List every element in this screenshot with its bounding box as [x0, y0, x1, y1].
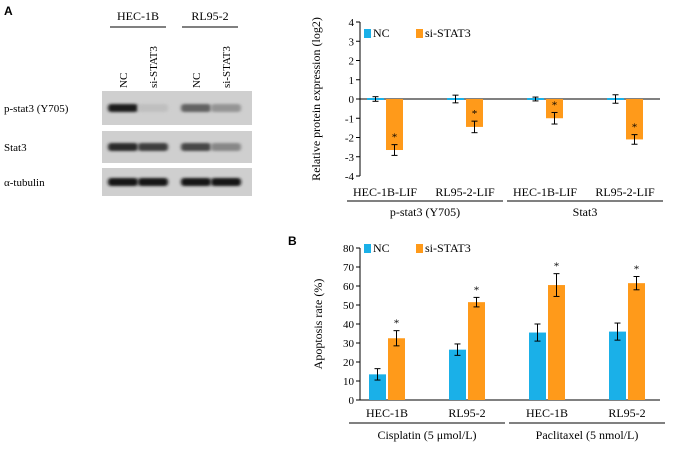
- y-tick-label: 70: [343, 262, 355, 274]
- western-blot: HEC-1B RL95-2 NC si-STAT3 NC si-STAT3 p-sta…: [4, 9, 252, 196]
- blot-lane-label: NC: [191, 73, 203, 88]
- blot-lane-label: si-STAT3: [221, 46, 233, 88]
- x-tick-label: RL95-2: [608, 406, 645, 420]
- panel-label-b: B: [288, 234, 297, 248]
- panel-label-a: A: [4, 4, 13, 18]
- blot-band: [181, 104, 211, 112]
- bar: [466, 99, 483, 127]
- blot-cell-line-label: HEC-1B: [117, 9, 159, 23]
- group-label: p-stat3 (Y705): [390, 205, 460, 219]
- blot-cell-line-label: RL95-2: [191, 9, 228, 23]
- y-tick-label: -4: [345, 171, 355, 183]
- significance-marker: *: [634, 264, 640, 276]
- bar: [369, 374, 386, 400]
- blot-band: [181, 178, 211, 186]
- group-label: Stat3: [573, 205, 598, 219]
- y-tick-label: 20: [343, 357, 355, 369]
- blot-lane-label: NC: [118, 73, 130, 88]
- blot-row-label: p-stat3 (Y705): [4, 103, 69, 115]
- y-tick-label: 1: [349, 75, 355, 87]
- y-tick-label: -1: [345, 113, 354, 125]
- y-axis-label: Apoptosis rate (%): [311, 279, 325, 370]
- bar: [628, 283, 645, 400]
- y-tick-label: 0: [349, 395, 355, 407]
- legend-label: si-STAT3: [425, 241, 471, 255]
- blot-band: [108, 104, 138, 112]
- bar: [449, 349, 466, 400]
- y-tick-label: -3: [345, 152, 355, 164]
- significance-marker: *: [552, 99, 558, 111]
- significance-marker: *: [554, 261, 560, 273]
- group-label: Paclitaxel (5 nmol/L): [536, 428, 639, 442]
- legend-label: NC: [373, 26, 390, 40]
- x-tick-label: HEC-1B-LIF: [353, 185, 417, 199]
- significance-marker: *: [394, 318, 400, 330]
- y-tick-label: 50: [343, 300, 355, 312]
- x-tick-label: HEC-1B: [526, 406, 568, 420]
- y-tick-label: 60: [343, 281, 355, 293]
- legend-label: NC: [373, 241, 390, 255]
- significance-marker: *: [392, 132, 398, 144]
- y-tick-label: 2: [349, 56, 355, 68]
- blot-band: [181, 143, 211, 151]
- bar: [468, 302, 485, 400]
- y-tick-label: 30: [343, 338, 355, 350]
- blot-band: [211, 104, 241, 112]
- blot-band: [108, 178, 138, 186]
- y-tick-label: 0: [349, 94, 355, 106]
- bar: [388, 338, 405, 400]
- x-tick-label: RL95-2: [448, 406, 485, 420]
- blot-band: [138, 143, 168, 151]
- significance-marker: *: [472, 108, 478, 120]
- legend-swatch: [364, 244, 371, 253]
- x-tick-label: HEC-1B: [366, 406, 408, 420]
- bar: [626, 99, 643, 140]
- blot-lane-label: si-STAT3: [148, 46, 160, 88]
- bar: [546, 99, 563, 119]
- y-tick-label: 40: [343, 319, 355, 331]
- bar: [548, 285, 565, 400]
- blot-band: [211, 178, 241, 186]
- blot-row-label: Stat3: [4, 142, 27, 154]
- blot-band: [211, 143, 241, 151]
- blot-band: [108, 143, 138, 151]
- bar: [609, 331, 626, 400]
- y-tick-label: 10: [343, 376, 355, 388]
- chart-protein-expression: 4 3 2 1 0 -1 -2 -3 -4 Relative protein expression…: [309, 17, 663, 219]
- legend-swatch: [416, 29, 423, 38]
- y-tick-label: 4: [349, 17, 355, 29]
- y-tick-label: 80: [343, 243, 355, 255]
- y-axis-label: Relative protein expression (log2): [309, 17, 323, 181]
- x-tick-label: HEC-1B-LIF: [513, 185, 577, 199]
- legend-label: si-STAT3: [425, 26, 471, 40]
- blot-row-label: α-tubulin: [4, 177, 45, 189]
- x-tick-label: RL95-2-LIF: [435, 185, 495, 199]
- chart-apoptosis-rate: 0 10 20 30 40 50 60 70 80 Apoptosis rate (%) * HEC-…: [311, 241, 665, 442]
- x-tick-label: RL95-2-LIF: [595, 185, 655, 199]
- bar: [386, 99, 403, 151]
- group-label: Cisplatin (5 μmol/L): [377, 428, 476, 442]
- y-tick-label: -2: [345, 133, 354, 145]
- significance-marker: *: [632, 122, 638, 134]
- legend-swatch: [416, 244, 423, 253]
- blot-band: [138, 104, 168, 112]
- y-tick-label: 3: [349, 36, 355, 48]
- blot-band: [138, 178, 168, 186]
- bar: [529, 332, 546, 400]
- significance-marker: *: [474, 284, 480, 296]
- legend-swatch: [364, 29, 371, 38]
